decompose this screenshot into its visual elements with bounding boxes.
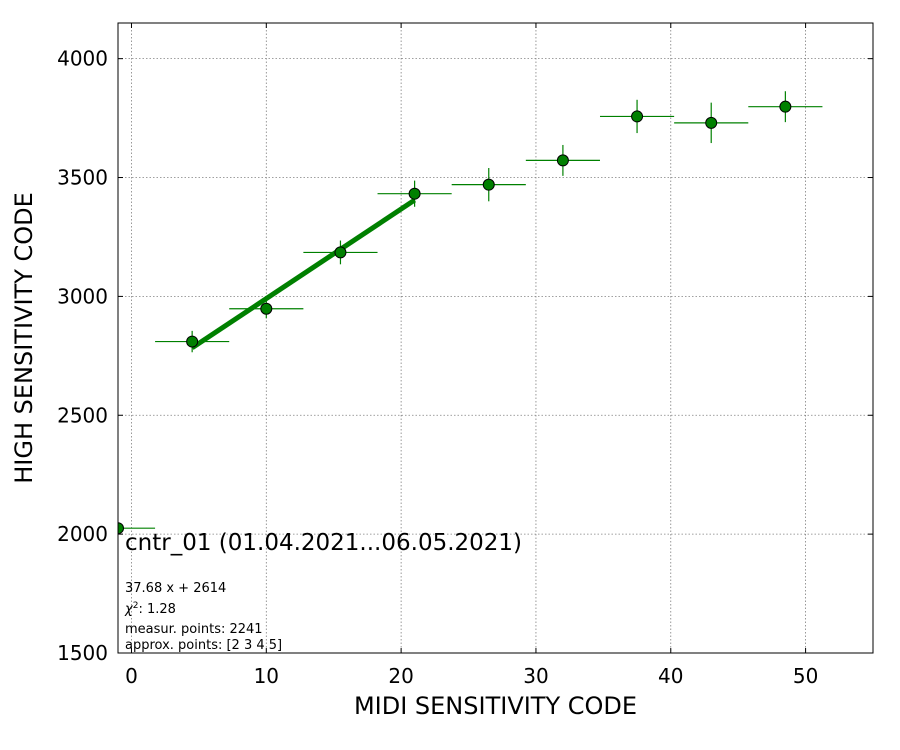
plot-frame — [117, 22, 874, 654]
data-point — [631, 110, 644, 123]
data-point — [186, 335, 199, 348]
y-tick-label: 2000 — [57, 522, 108, 546]
x-tick-label: 0 — [125, 664, 138, 688]
fit-line — [190, 197, 416, 350]
chi-value: : 1.28 — [138, 602, 175, 617]
x-tick-label: 30 — [523, 664, 548, 688]
y-tick-label: 4000 — [57, 47, 108, 71]
data-point — [118, 522, 124, 535]
data-point — [408, 187, 421, 200]
x-tick-label: 50 — [793, 664, 818, 688]
chi-symbol: χ — [124, 602, 134, 617]
data-point — [334, 246, 347, 259]
y-tick-label: 3500 — [57, 166, 108, 190]
data-point — [556, 154, 569, 167]
chi-exponent: 2 — [133, 601, 139, 611]
annotation-title: cntr_01 (01.04.2021...06.05.2021) — [125, 530, 522, 556]
annotation-chi-square: χ2: 1.28 — [124, 601, 176, 617]
data-point — [705, 116, 718, 129]
data-point — [779, 100, 792, 113]
data-point — [482, 178, 495, 191]
x-tick-label: 10 — [254, 664, 279, 688]
x-tick-label: 40 — [658, 664, 683, 688]
annotation-measur-points: measur. points: 2241 — [125, 622, 263, 637]
y-tick-label: 3000 — [57, 284, 108, 308]
y-tick-label: 2500 — [57, 403, 108, 427]
data-group — [118, 91, 823, 535]
ticks: 0 10 20 30 40 50 1500 2000 2500 3000 3500 4000 — [57, 23, 873, 688]
grid — [118, 23, 873, 653]
annotation-approx-points: approx. points: [2 3 4 5] — [125, 638, 282, 653]
y-axis-label: HIGH SENSITIVITY CODE — [10, 192, 38, 484]
annotation-fit-equation: 37.68 x + 2614 — [125, 581, 226, 596]
data-layer — [118, 91, 823, 535]
x-axis-label: MIDI SENSITIVITY CODE — [354, 692, 637, 720]
data-point — [260, 302, 273, 315]
y-tick-label: 1500 — [57, 641, 108, 665]
x-tick-label: 20 — [388, 664, 413, 688]
